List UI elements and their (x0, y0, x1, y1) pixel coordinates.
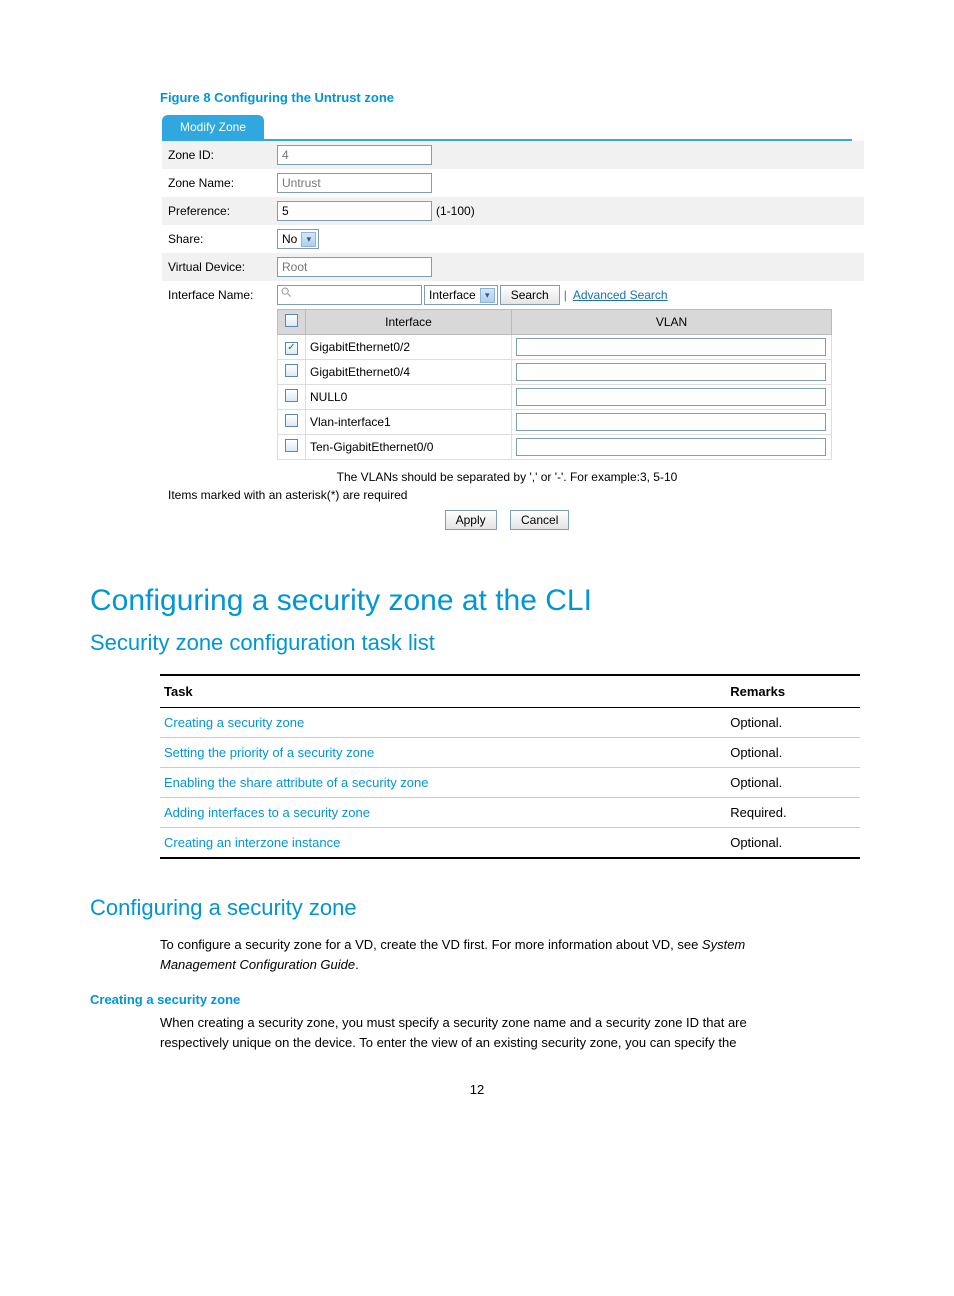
input-vlan[interactable] (516, 413, 826, 431)
page-number: 12 (90, 1082, 864, 1097)
input-zone-id[interactable] (277, 145, 432, 165)
task-table: Task Remarks Creating a security zone Opt… (160, 674, 860, 859)
required-note: Items marked with an asterisk(*) are req… (162, 486, 864, 506)
label-interface-name: Interface Name: (162, 288, 277, 302)
input-vlan[interactable] (516, 338, 826, 356)
row-interface-name: Interface Name: Interface ▾ Search | Adv… (162, 281, 864, 464)
th-check (278, 310, 306, 335)
table-row: Adding interfaces to a security zone Requ… (160, 798, 860, 828)
cell-remarks: Optional. (726, 768, 860, 798)
th-remarks: Remarks (726, 675, 860, 708)
para-vd-text: To configure a security zone for a VD, c… (160, 937, 702, 952)
preference-range: (1-100) (436, 204, 475, 218)
heading-task-list: Security zone configuration task list (90, 630, 864, 656)
checkbox-row[interactable] (285, 389, 298, 402)
cell-remarks: Optional. (726, 828, 860, 859)
table-row: Enabling the share attribute of a securi… (160, 768, 860, 798)
select-search-type[interactable]: Interface ▾ (424, 285, 498, 305)
table-row: NULL0 (278, 385, 832, 410)
cancel-button[interactable]: Cancel (510, 510, 569, 530)
th-task: Task (160, 675, 726, 708)
table-row: Creating an interzone instance Optional. (160, 828, 860, 859)
row-preference: Preference: (1-100) (162, 197, 864, 225)
task-link[interactable]: Enabling the share attribute of a securi… (164, 775, 429, 790)
action-row: Apply Cancel (162, 506, 852, 534)
task-link[interactable]: Setting the priority of a security zone (164, 745, 374, 760)
input-vlan[interactable] (516, 388, 826, 406)
cell-interface: Vlan-interface1 (306, 410, 512, 435)
task-link[interactable]: Creating a security zone (164, 715, 304, 730)
chevron-down-icon: ▾ (301, 232, 316, 247)
checkbox-all[interactable] (285, 314, 298, 327)
row-zone-id: Zone ID: (162, 141, 864, 169)
label-zone-name: Zone Name: (162, 176, 277, 190)
label-zone-id: Zone ID: (162, 148, 277, 162)
heading-cli: Configuring a security zone at the CLI (90, 584, 864, 618)
para-creating: When creating a security zone, you must … (160, 1013, 794, 1052)
select-search-type-value: Interface (429, 288, 476, 302)
input-search[interactable] (277, 285, 422, 305)
checkbox-row[interactable] (285, 439, 298, 452)
cell-interface: NULL0 (306, 385, 512, 410)
row-share: Share: No ▾ (162, 225, 864, 253)
input-vlan[interactable] (516, 438, 826, 456)
select-share-value: No (282, 232, 297, 246)
tab-modify-zone[interactable]: Modify Zone (162, 115, 264, 139)
modify-zone-panel: Modify Zone Zone ID: Zone Name: Preferen… (162, 115, 864, 534)
task-link[interactable]: Creating an interzone instance (164, 835, 340, 850)
row-virtual-device: Virtual Device: (162, 253, 864, 281)
input-preference[interactable] (277, 201, 432, 221)
cell-remarks: Required. (726, 798, 860, 828)
cell-remarks: Optional. (726, 738, 860, 768)
chevron-down-icon: ▾ (480, 288, 495, 303)
checkbox-row[interactable] (285, 364, 298, 377)
heading-creating-zone: Creating a security zone (90, 992, 864, 1007)
table-row: ✓ GigabitEthernet0/2 (278, 335, 832, 360)
select-share[interactable]: No ▾ (277, 229, 319, 249)
vlan-note: The VLANs should be separated by ',' or … (162, 464, 852, 486)
cell-remarks: Optional. (726, 708, 860, 738)
label-share: Share: (162, 232, 277, 246)
pipe-sep: | (564, 288, 567, 302)
cell-interface: GigabitEthernet0/4 (306, 360, 512, 385)
cell-interface: Ten-GigabitEthernet0/0 (306, 435, 512, 460)
label-virtual-device: Virtual Device: (162, 260, 277, 274)
advanced-search-link[interactable]: Advanced Search (573, 288, 668, 302)
table-row: Creating a security zone Optional. (160, 708, 860, 738)
task-link[interactable]: Adding interfaces to a security zone (164, 805, 370, 820)
apply-button[interactable]: Apply (445, 510, 497, 530)
input-vlan[interactable] (516, 363, 826, 381)
th-interface: Interface (306, 310, 512, 335)
checkbox-row[interactable]: ✓ (285, 342, 298, 355)
search-button[interactable]: Search (500, 285, 560, 305)
heading-configuring-zone: Configuring a security zone (90, 895, 864, 921)
label-preference: Preference: (162, 204, 277, 218)
para-vd: To configure a security zone for a VD, c… (160, 935, 794, 974)
th-vlan: VLAN (512, 310, 832, 335)
input-virtual-device[interactable] (277, 257, 432, 277)
table-row: Vlan-interface1 (278, 410, 832, 435)
cell-interface: GigabitEthernet0/2 (306, 335, 512, 360)
row-zone-name: Zone Name: (162, 169, 864, 197)
checkbox-row[interactable] (285, 414, 298, 427)
figure-caption: Figure 8 Configuring the Untrust zone (160, 90, 864, 105)
table-row: Ten-GigabitEthernet0/0 (278, 435, 832, 460)
input-zone-name[interactable] (277, 173, 432, 193)
table-row: GigabitEthernet0/4 (278, 360, 832, 385)
search-icon (281, 287, 292, 301)
table-row: Setting the priority of a security zone O… (160, 738, 860, 768)
interface-table: Interface VLAN ✓ GigabitEthernet0/2Gigabi… (277, 309, 832, 460)
